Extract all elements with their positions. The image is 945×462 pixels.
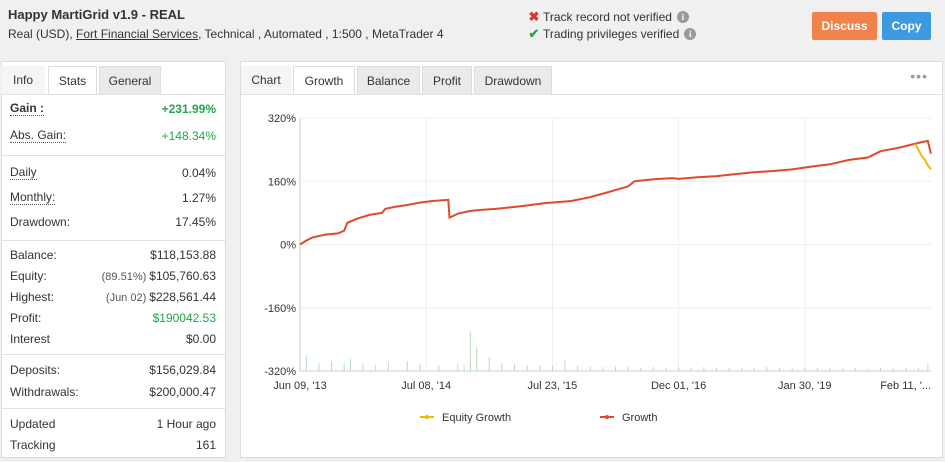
profit-label: Profit: [10,311,42,325]
y-tick-label: 320% [268,113,296,125]
withdrawals-value: $200,000.47 [149,385,216,399]
drawdown-row: Drawdown: 17.45% [10,215,216,233]
y-tick-label: -320% [264,366,296,378]
stats-tabs: Info Stats General [1,66,225,94]
withdrawals-row: Withdrawals: $200,000.47 [10,385,216,403]
updated-label: Updated [10,417,56,431]
y-tick-label: -160% [264,303,296,315]
divider [241,94,942,95]
x-tick-label: Feb 11, '... [880,380,931,392]
divider [2,155,225,156]
cross-icon: ✖ [528,9,540,24]
x-tick-label: Jun 09, '13 [273,380,326,392]
highest-date: (Jun 02) [105,292,147,304]
equity-row: Equity: (89.51%) $105,760.63 [10,269,216,287]
equity-label: Equity: [10,269,47,283]
monthly-value: 1.27% [181,191,216,205]
x-tick-label: Dec 01, '16 [651,380,706,392]
tracking-label: Tracking [10,438,56,452]
divider [2,354,225,355]
divider [2,240,225,241]
legend-label: Equity Growth [442,412,511,424]
tab-balance[interactable]: Balance [357,66,420,94]
system-title: Happy MartiGrid v1.9 - REAL [8,7,185,22]
highest-label: Highest: [10,290,55,304]
abs-gain-value: +148.34% [161,129,216,143]
subtitle-suffix: , Technical , Automated , 1:500 , MetaTr… [198,27,444,41]
updated-row: Updated 1 Hour ago [10,417,216,435]
balance-label: Balance: [10,248,57,262]
highest-value: $228,561.44 [149,290,216,304]
info-icon[interactable]: i [676,11,689,23]
highest-value-wrap: (Jun 02) $228,561.44 [106,290,216,304]
highest-row: Highest: (Jun 02) $228,561.44 [10,290,216,308]
tab-growth[interactable]: Growth [293,66,355,94]
legend-marker [605,415,609,419]
profit-row: Profit: $190042.53 [10,311,216,329]
monthly-row: Monthly: 1.27% [10,191,216,209]
interest-value: $0.00 [185,332,216,346]
tab-stats[interactable]: Stats [48,66,97,94]
tab-chart[interactable]: Chart [241,66,291,94]
deposits-row: Deposits: $156,029.84 [10,363,216,381]
daily-row: Daily 0.04% [10,166,216,184]
tab-general[interactable]: General [99,66,161,94]
legend-label: Growth [622,412,657,424]
equity-value: $105,760.63 [149,269,216,283]
profit-value: $190042.53 [152,311,216,325]
daily-value: 0.04% [181,166,216,180]
subtitle-prefix: Real (USD), [8,27,73,41]
header-bar: Happy MartiGrid v1.9 - REAL Real (USD), … [0,0,945,52]
abs-gain-row: Abs. Gain: +148.34% [10,129,216,147]
divider [2,408,225,409]
abs-gain-label[interactable]: Abs. Gain: [10,128,67,143]
interest-row: Interest $0.00 [10,332,216,350]
tracking-value: 161 [195,438,216,452]
trading-privileges-status: ✔ Trading privileges verified i [528,26,697,42]
balance-value: $118,153.88 [150,248,216,262]
deposits-value: $156,029.84 [149,363,216,377]
x-tick-label: Jul 08, '14 [401,380,451,392]
growth-chart: 320% 160% 0% -160% -320% Jun 09, '13 Jul 08, '… [264,113,932,424]
chart-tabs: Chart Growth Balance Profit Drawdown [241,66,942,94]
equity-percent: (89.51%) [101,271,147,283]
drawdown-label: Drawdown: [10,215,71,229]
interest-label: Interest [10,332,51,346]
tab-drawdown[interactable]: Drawdown [474,66,552,94]
monthly-label[interactable]: Monthly: [10,190,56,205]
y-tick-label: 160% [268,176,296,188]
gain-row: Gain : +231.99% [10,102,216,120]
x-tick-label: Jul 23, '15 [527,380,577,392]
tab-profit[interactable]: Profit [422,66,472,94]
balance-row: Balance: $118,153.88 [10,248,216,266]
updated-value: 1 Hour ago [156,417,216,431]
x-tick-label: Jan 30, '19 [778,380,831,392]
tracking-row: Tracking 161 [10,438,216,456]
chart-panel: Chart Growth Balance Profit Drawdown ••• [240,61,943,458]
deposits-label: Deposits: [10,363,61,377]
series-line-growth [299,139,932,246]
drawdown-value: 17.45% [175,215,216,229]
series-line-equity-growth [914,143,932,171]
copy-button[interactable]: Copy [882,12,931,40]
track-record-text: Track record not verified [543,10,672,24]
gain-value: +231.99% [161,102,216,116]
check-icon: ✔ [528,26,540,41]
more-options-icon[interactable]: ••• [910,68,928,84]
withdrawals-label: Withdrawals: [10,385,79,399]
y-tick-label: 0% [280,240,296,252]
trading-privileges-text: Trading privileges verified [543,27,680,41]
stats-panel: Info Stats General Gain : +231.99% Abs. … [1,61,226,458]
info-icon[interactable]: i [684,28,697,40]
daily-label[interactable]: Daily [10,165,37,180]
tab-info[interactable]: Info [1,66,45,94]
system-subtitle: Real (USD), Fort Financial Services, Tec… [8,27,444,41]
divider [2,94,225,95]
track-record-status: ✖ Track record not verified i [528,9,689,25]
gain-label[interactable]: Gain : [10,101,45,116]
discuss-button[interactable]: Discuss [812,12,877,40]
legend-marker [425,415,429,419]
broker-link[interactable]: Fort Financial Services [76,27,199,41]
equity-value-wrap: (89.51%) $105,760.63 [102,269,216,283]
